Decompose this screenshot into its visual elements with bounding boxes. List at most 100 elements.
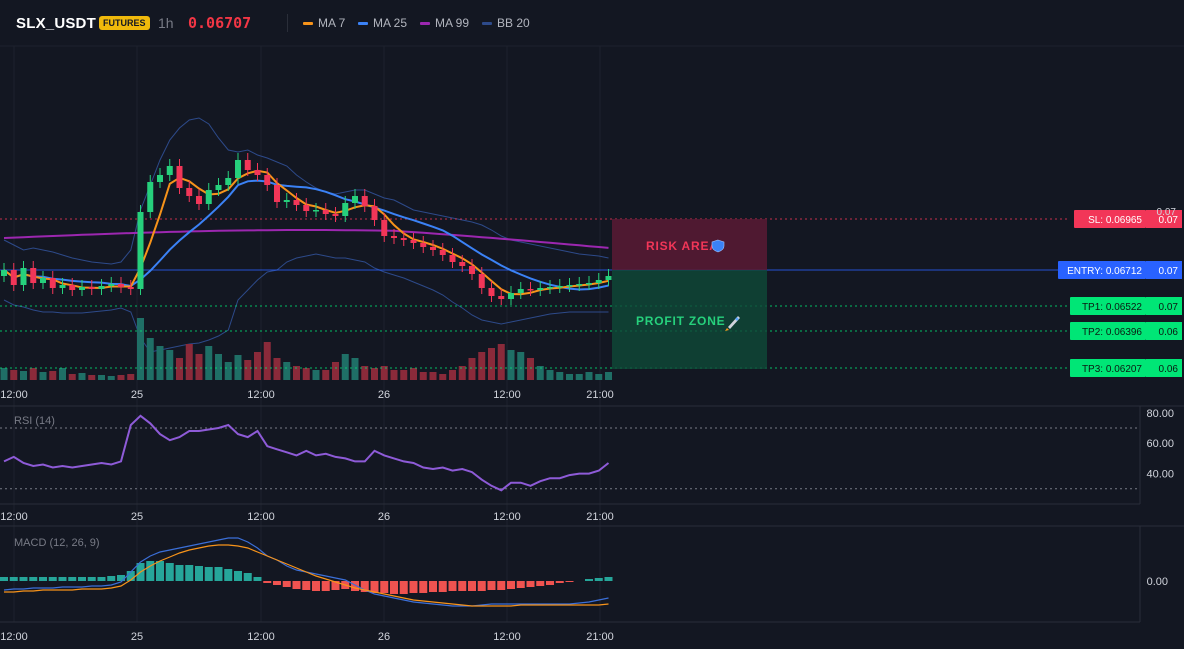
sl-axis-box — [1146, 210, 1182, 228]
price-axis-top: 0.07 — [1157, 207, 1177, 218]
volume-bar — [263, 342, 271, 380]
tp3-axis-value: 0.06 — [1159, 364, 1179, 375]
volume-bar — [332, 362, 339, 380]
candle-body — [10, 270, 17, 285]
time-label: 12:00 — [247, 511, 275, 523]
trade-levels — [0, 218, 1070, 369]
volume-bar — [429, 372, 437, 380]
macd-hist-bar — [48, 577, 57, 581]
legend-ma25[interactable]: MA 25 — [358, 16, 407, 30]
macd-hist-bar — [585, 579, 593, 581]
volume-bar — [390, 370, 398, 380]
volume-bar — [137, 318, 144, 380]
volume-bar — [254, 352, 261, 380]
macd-hist-bar — [107, 576, 116, 581]
candle-body — [459, 262, 466, 266]
rocket-icon — [725, 316, 740, 331]
macd-hist-bar — [204, 567, 213, 581]
macd-hist-bar — [536, 581, 545, 586]
macd-hist-bar — [497, 581, 506, 590]
volume-bar — [10, 370, 18, 380]
volume-bar — [283, 362, 291, 380]
volume-bar — [107, 376, 115, 380]
volume-bar — [449, 370, 456, 380]
sl-label-box — [1074, 210, 1146, 228]
macd-hist-bar — [117, 575, 125, 581]
time-label: 26 — [378, 631, 390, 643]
volume-bar — [458, 366, 466, 380]
bb-lower — [3, 253, 609, 353]
candle-body — [469, 266, 475, 274]
time-label: 26 — [378, 511, 390, 523]
macd-hist-bar — [351, 581, 359, 591]
candle-body — [556, 286, 563, 288]
legend-bb20[interactable]: BB 20 — [482, 16, 530, 30]
ma99-line — [3, 229, 609, 249]
candle-body — [274, 185, 280, 202]
ma99 — [3, 229, 609, 249]
macd-hist-bar — [555, 581, 564, 583]
profit-zone-label: PROFIT ZONE — [636, 314, 725, 328]
candle-body — [69, 285, 76, 290]
volume-bar — [156, 346, 164, 380]
volume-bar — [312, 370, 320, 380]
candle-body — [332, 214, 339, 216]
candle-body — [371, 206, 378, 220]
candle-body — [566, 285, 573, 287]
macd-hist-bar — [438, 581, 447, 592]
macd-hist-bar — [156, 561, 164, 581]
volume-bar — [497, 344, 505, 380]
volume-bar — [400, 370, 408, 380]
candle-body — [449, 255, 456, 262]
volume-bar — [166, 350, 174, 380]
candle-body — [186, 188, 193, 196]
candle-body — [244, 160, 251, 170]
macd-hist-bar — [526, 581, 535, 587]
volume-bars — [0, 318, 612, 380]
legend-bb20-label: BB 20 — [497, 16, 530, 30]
chart-header: SLX_USDT FUTURES 1h 0.06707 MA 7 MA 25 M… — [0, 0, 1184, 46]
ma7-line — [3, 169, 609, 296]
legend-ma7[interactable]: MA 7 — [303, 16, 345, 30]
macd-hist-bar — [594, 578, 603, 581]
risk-area-box[interactable] — [612, 219, 767, 270]
tp2-label-box — [1070, 322, 1146, 340]
symbol-name[interactable]: SLX_USDT — [16, 15, 96, 32]
macd-hist-bar — [273, 581, 281, 585]
rsi-axis-label: 40.00 — [1146, 469, 1174, 481]
timeframe-label[interactable]: 1h — [158, 15, 174, 31]
candle-body — [157, 175, 163, 182]
candle-body — [215, 185, 222, 190]
tp3-label: TP3: 0.06207 — [1082, 364, 1142, 375]
candle-body — [361, 196, 368, 206]
ma25-line — [3, 179, 609, 291]
profit-zone-box[interactable] — [612, 270, 767, 369]
rsi-panel: 80.00 60.00 40.00 — [0, 408, 1174, 492]
candle-body — [430, 247, 436, 250]
legend-ma99[interactable]: MA 99 — [420, 16, 469, 30]
candle-body — [176, 166, 183, 188]
candle-body — [508, 293, 514, 299]
macd-hist-bar — [175, 565, 184, 581]
macd-hist-bar — [263, 581, 272, 583]
volume-bar — [556, 372, 564, 380]
macd-hist-bar — [0, 577, 8, 581]
macd-hist-bar — [126, 571, 135, 581]
volume-bar — [419, 372, 427, 380]
macd-panel: 0.00 — [0, 537, 1168, 607]
macd-hist-bar — [321, 581, 330, 591]
volume-bar — [273, 358, 281, 380]
candle-body — [49, 278, 56, 288]
volume-bar — [507, 350, 515, 380]
macd-hist-bar — [29, 577, 38, 581]
volume-bar — [527, 358, 534, 380]
candle-body — [1, 270, 7, 276]
macd-hist-bar — [370, 581, 379, 593]
candle-body — [400, 238, 407, 240]
volume-bar — [595, 374, 603, 380]
volume-bar — [478, 352, 486, 380]
macd-hist-bar — [448, 581, 457, 591]
macd-hist-bar — [9, 577, 18, 581]
volume-bar — [29, 368, 37, 380]
